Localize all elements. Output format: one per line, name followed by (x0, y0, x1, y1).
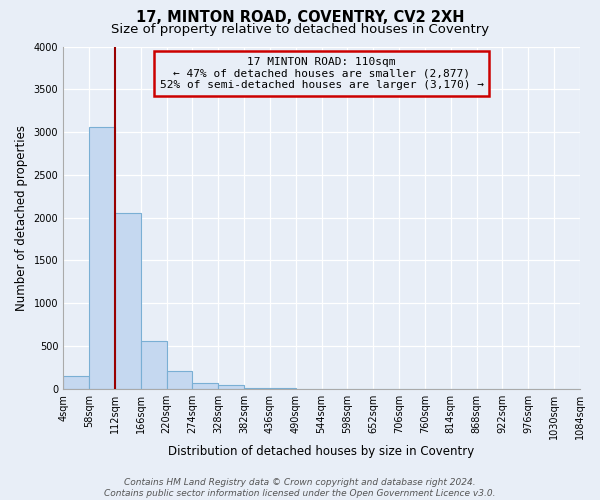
Bar (140, 341, 167, 389)
X-axis label: Distribution of detached houses by size in Coventry: Distribution of detached houses by size … (169, 444, 475, 458)
Bar (89, 127, 115, 389)
Text: 17 MINTON ROAD: 110sqm
← 47% of detached houses are smaller (2,877)
52% of semi-: 17 MINTON ROAD: 110sqm ← 47% of detached… (160, 57, 484, 90)
Text: 17, MINTON ROAD, COVENTRY, CV2 2XH: 17, MINTON ROAD, COVENTRY, CV2 2XH (136, 10, 464, 25)
Y-axis label: Number of detached properties: Number of detached properties (15, 124, 28, 310)
Bar (218, 386, 244, 389)
Bar (244, 388, 270, 389)
Bar (63, 376, 89, 389)
Bar (115, 212, 140, 389)
Bar (167, 371, 193, 389)
Text: Contains HM Land Registry data © Crown copyright and database right 2024.
Contai: Contains HM Land Registry data © Crown c… (104, 478, 496, 498)
Text: Size of property relative to detached houses in Coventry: Size of property relative to detached ho… (111, 22, 489, 36)
Bar (193, 383, 218, 389)
